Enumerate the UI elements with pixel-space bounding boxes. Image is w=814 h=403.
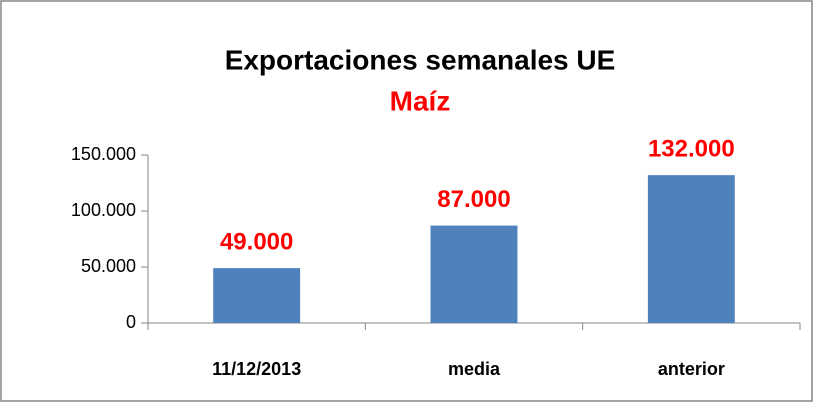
x-tick-label: anterior: [658, 359, 725, 379]
x-tick-label: media: [448, 359, 501, 379]
data-label: 87.000: [437, 186, 510, 213]
data-label: 49.000: [220, 228, 293, 255]
y-tick-label: 50.000: [81, 256, 136, 276]
y-tick-label: 0: [126, 312, 136, 332]
chart-subtitle: Maíz: [390, 85, 451, 116]
data-label: 132.000: [648, 136, 735, 163]
y-tick-label: 150.000: [71, 144, 136, 164]
chart-title: Exportaciones semanales UE: [225, 44, 616, 75]
bar: [213, 268, 301, 323]
bar: [430, 225, 518, 323]
bar: [647, 175, 735, 323]
x-tick-label: 11/12/2013: [212, 359, 301, 379]
y-tick-label: 100.000: [71, 200, 136, 220]
